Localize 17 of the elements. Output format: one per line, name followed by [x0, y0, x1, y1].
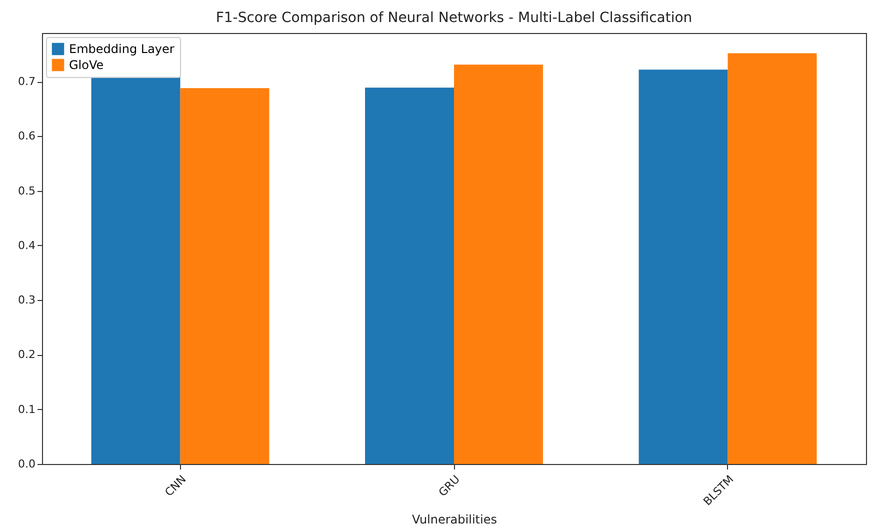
legend-label: GloVe	[69, 58, 104, 72]
y-tick-label: 0.6	[18, 130, 36, 143]
y-tick-label: 0.0	[18, 458, 36, 470]
bar	[728, 53, 817, 464]
bar	[180, 88, 270, 464]
y-tick-label: 0.4	[18, 238, 36, 252]
y-tick-label: 0.7	[18, 75, 36, 88]
legend-label: Embedding Layer	[69, 42, 174, 56]
chart-title: F1-Score Comparison of Neural Networks - Multi-Label Classification	[216, 10, 692, 26]
bar	[638, 70, 728, 464]
y-tick-label: 0.2	[18, 348, 36, 362]
bar	[454, 64, 543, 464]
x-axis-title: Vulnerabilities	[412, 512, 497, 526]
bar	[365, 88, 454, 464]
y-tick-label: 0.5	[18, 184, 36, 198]
y-tick-label: 0.3	[18, 294, 36, 307]
y-tick-label: 0.1	[18, 402, 36, 416]
